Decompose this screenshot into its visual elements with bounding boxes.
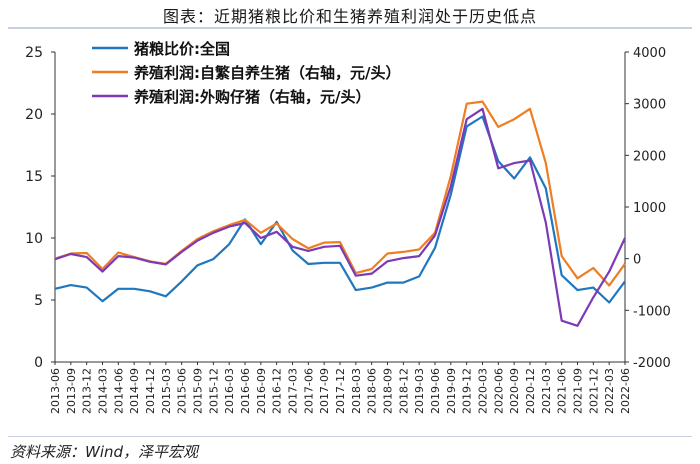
x-tick-label: 2013-12 — [81, 368, 94, 414]
line-chart: 0 5 10 15 20 25 -2000 -1000 0 1000 2000 3000 4000 2… — [25, 40, 671, 414]
x-tick-label: 2021-09 — [572, 368, 585, 414]
right-tick-label: -1000 — [633, 304, 671, 319]
x-tick-label: 2016-09 — [255, 368, 268, 414]
x-tick-label: 2016-06 — [239, 368, 252, 414]
x-tick-label: 2018-03 — [350, 368, 363, 414]
x-tick-label: 2021-12 — [587, 368, 600, 414]
legend-label-3: 养殖利润:外购仔猪（右轴，元/头） — [133, 88, 370, 106]
x-axis: 2013-06 2013-09 2013-12 2014-03 2014-06 2014-… — [49, 362, 632, 414]
x-tick-label: 2022-06 — [619, 368, 632, 414]
x-tick-label: 2019-06 — [429, 368, 442, 414]
right-tick-label: 4000 — [633, 46, 666, 61]
x-tick-label: 2014-06 — [112, 368, 125, 414]
title-divider — [8, 27, 692, 29]
x-tick-label: 2014-12 — [144, 368, 157, 414]
x-tick-label: 2017-12 — [334, 368, 347, 414]
left-tick-label: 10 — [25, 231, 43, 247]
series-line-3 — [54, 107, 626, 327]
x-tick-label: 2017-03 — [287, 368, 300, 414]
x-tick-label: 2016-12 — [271, 368, 284, 414]
x-tick-label: 2014-09 — [128, 368, 141, 414]
x-tick-label: 2021-03 — [540, 368, 553, 414]
left-tick-label: 25 — [25, 45, 43, 61]
source-divider — [8, 436, 692, 437]
right-axis: -2000 -1000 0 1000 2000 3000 4000 — [625, 46, 671, 371]
x-tick-label: 2018-06 — [366, 368, 379, 414]
x-tick-label: 2016-03 — [223, 368, 236, 414]
x-tick-label: 2017-09 — [318, 368, 331, 414]
series-lines — [54, 100, 626, 327]
x-tick-label: 2018-12 — [397, 368, 410, 414]
right-tick-label: 0 — [633, 253, 641, 268]
x-tick-label: 2020-03 — [477, 368, 490, 414]
x-tick-label: 2020-09 — [508, 368, 521, 414]
left-tick-label: 0 — [34, 355, 43, 371]
source-note: 资料来源：Wind，泽平宏观 — [10, 443, 199, 461]
x-tick-label: 2019-12 — [461, 368, 474, 414]
left-tick-label: 5 — [34, 293, 43, 309]
legend-label-1: 猪粮比价:全国 — [133, 40, 230, 58]
x-tick-label: 2021-06 — [556, 368, 569, 414]
right-tick-label: -2000 — [633, 356, 671, 371]
left-tick-label: 20 — [25, 107, 43, 123]
x-tick-label: 2015-09 — [192, 368, 205, 414]
left-tick-label: 15 — [25, 169, 43, 185]
x-tick-label: 2013-06 — [49, 368, 62, 414]
x-tick-label: 2019-03 — [413, 368, 426, 414]
x-tick-label: 2017-06 — [302, 368, 315, 414]
x-tick-label: 2013-09 — [65, 368, 78, 414]
right-tick-label: 2000 — [633, 149, 666, 164]
right-tick-label: 3000 — [633, 98, 666, 113]
right-tick-label: 1000 — [633, 201, 666, 216]
chart-title: 图表：近期猪粮比价和生猪养殖利润处于历史低点 — [162, 7, 537, 26]
x-tick-label: 2015-12 — [207, 368, 220, 414]
x-tick-label: 2015-03 — [160, 368, 173, 414]
x-tick-label: 2020-12 — [524, 368, 537, 414]
x-tick-label: 2019-09 — [445, 368, 458, 414]
x-tick-label: 2015-06 — [176, 368, 189, 414]
series-line-1 — [54, 115, 626, 304]
x-tick-label: 2022-03 — [603, 368, 616, 414]
legend-label-2: 养殖利润:自繁自养生猪（右轴，元/头） — [133, 64, 400, 82]
x-tick-label: 2018-09 — [382, 368, 395, 414]
x-tick-label: 2014-03 — [97, 368, 110, 414]
x-tick-label: 2020-06 — [492, 368, 505, 414]
